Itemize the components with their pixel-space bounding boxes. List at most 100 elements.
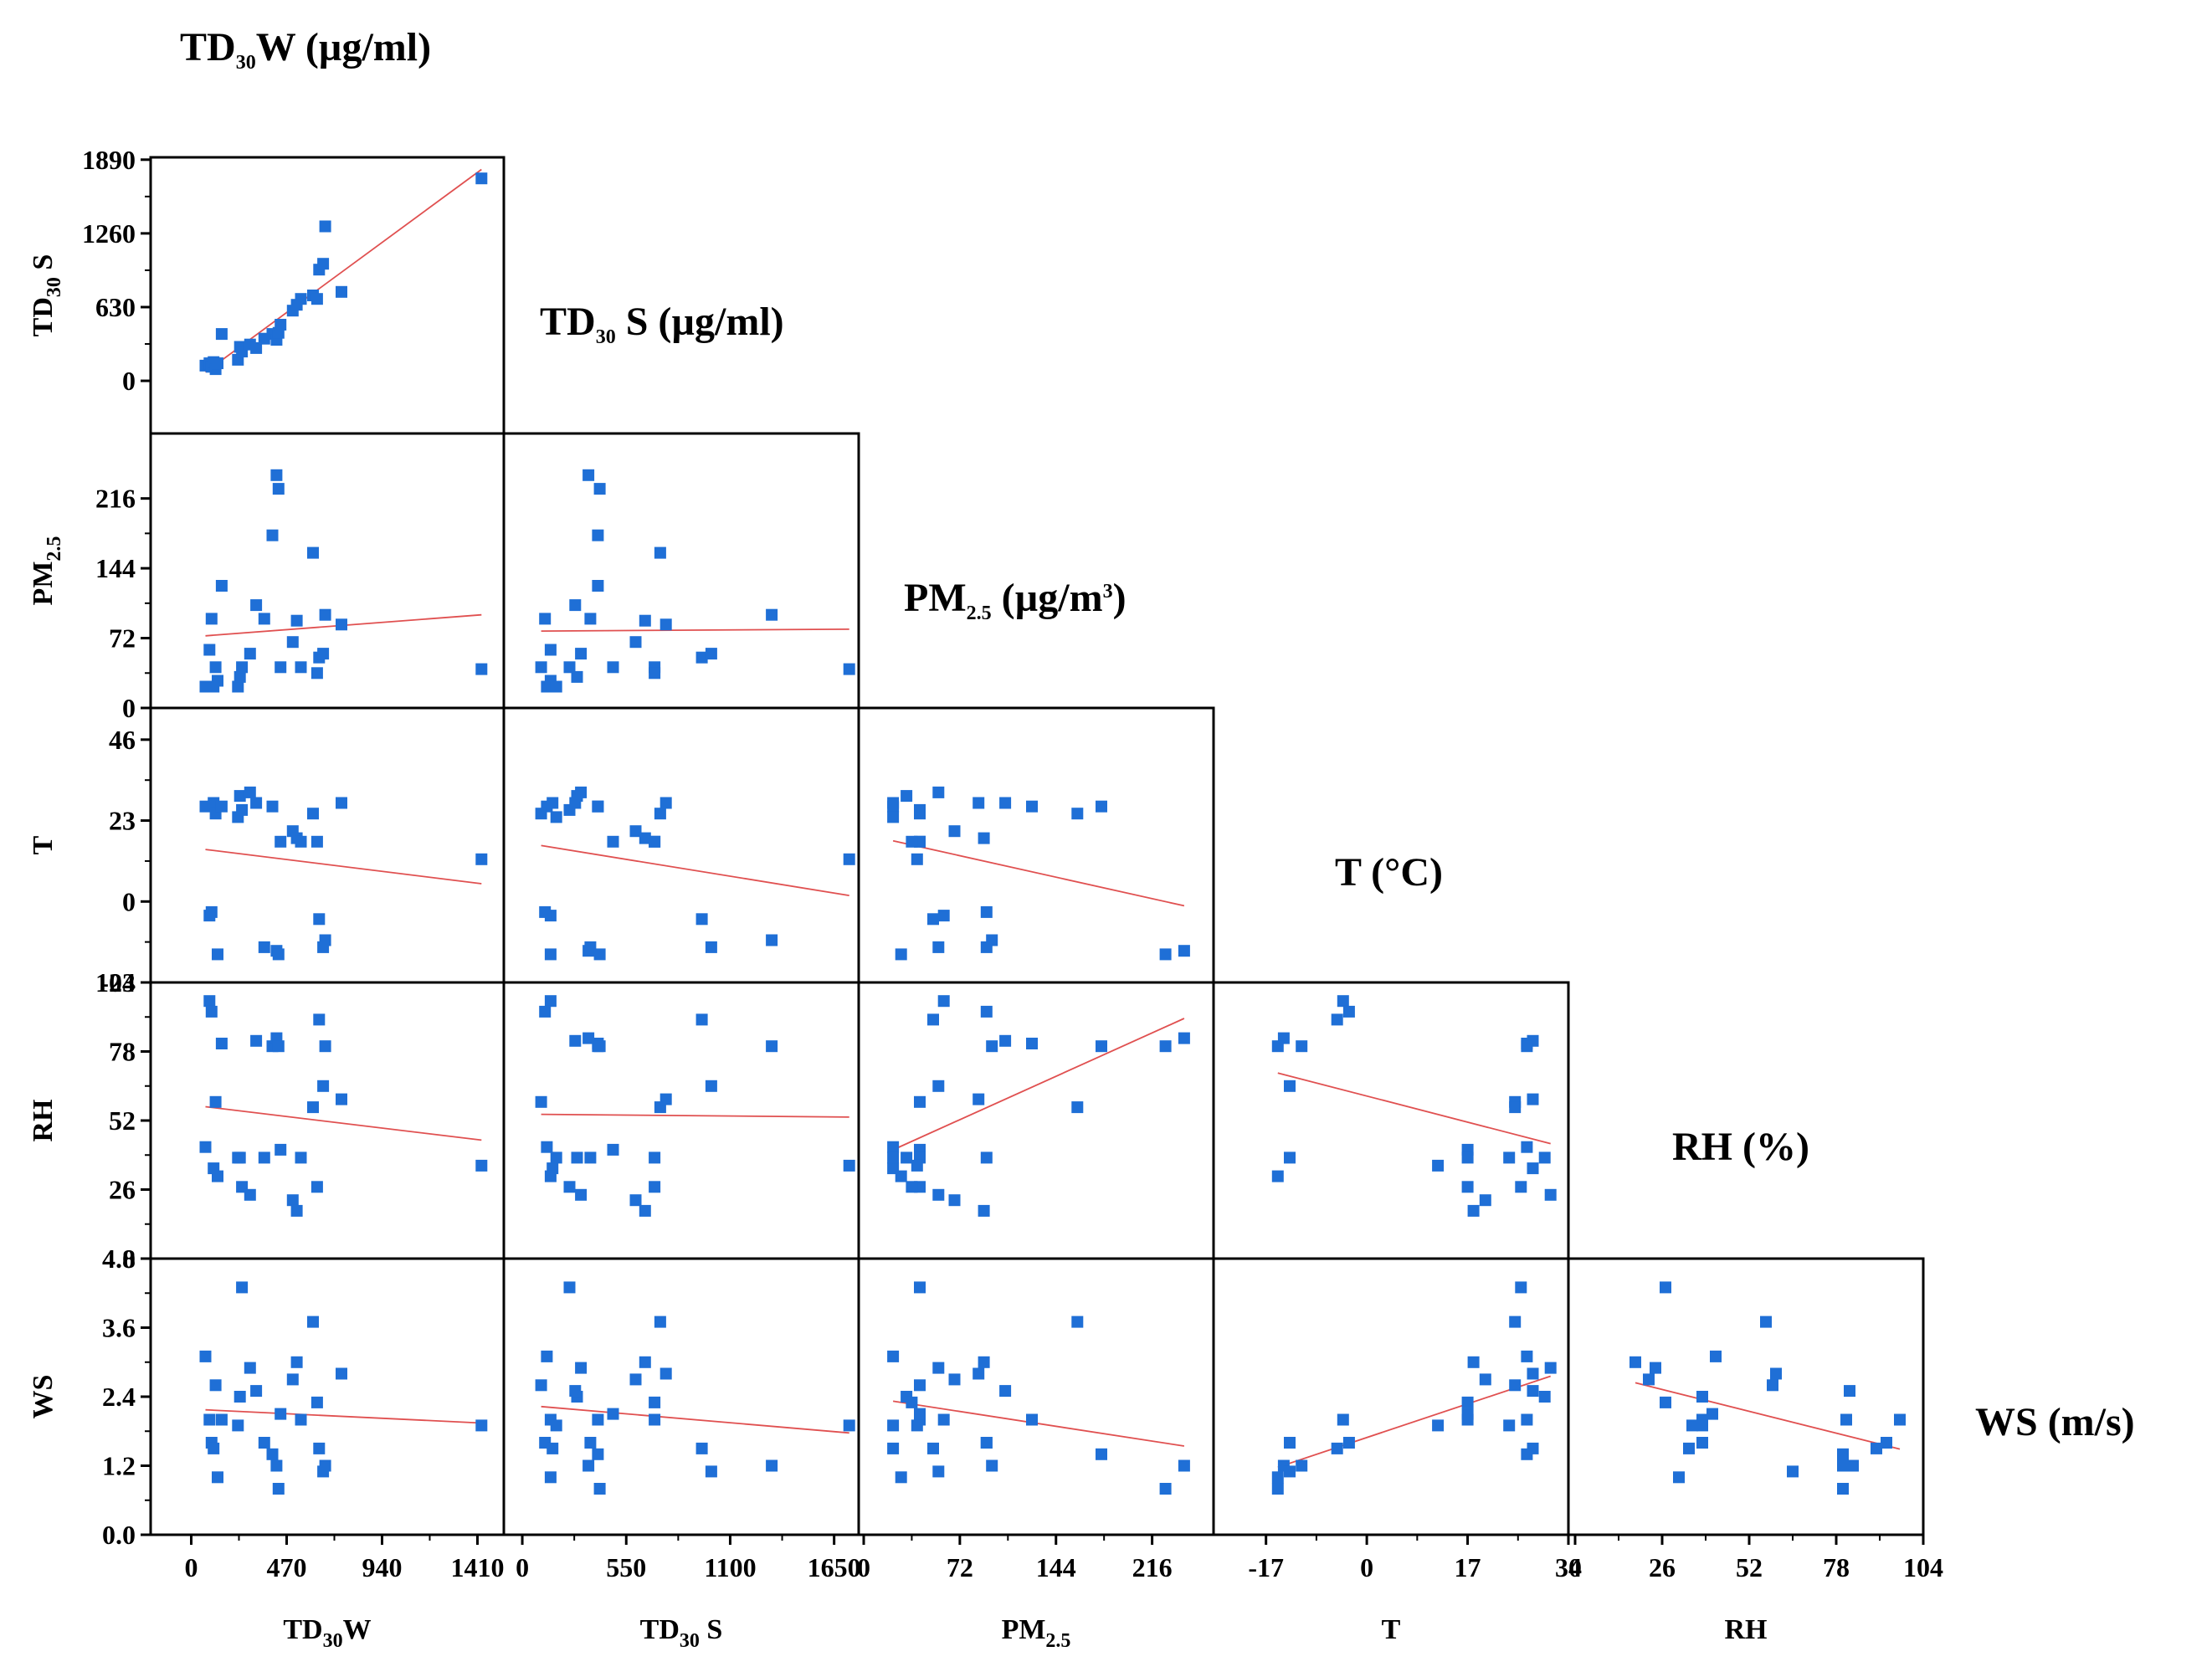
panel-WS-vs-T-point-25 — [1527, 1367, 1539, 1380]
panel-WS-vs-PM25-point-11 — [999, 1385, 1012, 1398]
panel-TD30S-vs-TD30W-point-6 — [215, 328, 228, 341]
panel-WS-vs-PM25-point-7 — [887, 1419, 900, 1432]
panel-T-vs-PM25-point-24 — [986, 934, 998, 946]
panel-T-vs-TD30S-point-2 — [539, 905, 552, 918]
panel-WS-vs-PM25-point-20 — [1071, 1316, 1084, 1328]
panel-PM25-vs-TD30S-point-13 — [592, 529, 604, 541]
panel-WS-vs-TD30W-point-8 — [234, 1391, 246, 1403]
panel-WS-vs-RH-point-21 — [1660, 1396, 1671, 1408]
panel-RH-vs-PM25-point-24 — [986, 1040, 998, 1053]
panel-TD30S-vs-TD30W-point-16 — [275, 319, 287, 331]
panel-TD30S-vs-TD30W-point-21 — [311, 293, 323, 305]
panel-RH-vs-T-point-17 — [1479, 1194, 1491, 1207]
panel-T-vs-PM25-point-20 — [1071, 808, 1084, 820]
panel-WS-vs-TD30S-point-16 — [607, 1408, 619, 1420]
x-tick-label-TD30W-0: 0 — [185, 1552, 198, 1582]
panel-WS-vs-T-fit-line — [1277, 1375, 1551, 1469]
panel-RH-vs-TD30S-point-11 — [569, 1034, 582, 1047]
panel-T-vs-TD30S-point-17 — [629, 825, 642, 838]
panel-RH-vs-TD30W-point-8 — [234, 1151, 246, 1164]
x-tick-label-TD30W-2: 940 — [362, 1552, 402, 1582]
panel-RH-vs-TD30W-point-16 — [275, 1143, 287, 1156]
panel-T-vs-TD30S-point-15 — [593, 948, 606, 961]
y-tick-label-T-0: -23 — [100, 967, 136, 998]
column-label-PM25: PM2.5 — [1002, 1614, 1071, 1652]
panel-RH-vs-TD30S-point-22 — [695, 1013, 708, 1026]
panel-PM25-vs-TD30W-point-14 — [270, 469, 283, 481]
panel-TD30S-vs-TD30W-point-23 — [317, 258, 330, 270]
x-tick-label-T-3: 34 — [1555, 1552, 1582, 1582]
panel-RH-vs-TD30W-point-11 — [250, 1034, 263, 1047]
panel-WS-vs-PM25-point-18 — [978, 1356, 990, 1368]
y-tick-label-TD30S-2: 1260 — [82, 218, 136, 249]
panel-T-vs-PM25-point-6 — [1026, 800, 1038, 813]
panel-PM25-vs-TD30S-point-25 — [659, 618, 672, 631]
x-tick-label-PM25-0: 0 — [857, 1552, 870, 1582]
panel-WS-vs-T-point-23 — [1284, 1465, 1296, 1478]
panel-WS-vs-T-point-20 — [1509, 1316, 1522, 1328]
panel-T-vs-TD30W-point-9 — [236, 803, 249, 816]
panel-T-vs-TD30W-point-16 — [275, 835, 287, 848]
panel-T-vs-TD30W-point-6 — [215, 800, 228, 813]
y-tick-label-WS-2: 2.4 — [102, 1382, 136, 1412]
panel-RH-vs-TD30W-point-25 — [336, 1093, 347, 1105]
panel-WS-vs-PM25-point-3 — [887, 1442, 900, 1454]
panel-WS-vs-PM25-point-15 — [1159, 1483, 1172, 1495]
panel-RH-vs-T-point-3 — [1527, 1162, 1539, 1175]
panel-WS-vs-TD30S-point-17 — [629, 1373, 642, 1386]
panel-RH-vs-TD30W-point-24 — [319, 1040, 331, 1053]
panel-T-vs-PM25-point-15 — [1159, 948, 1172, 961]
panel-WS-vs-TD30S — [502, 1257, 860, 1536]
panel-RH-vs-TD30W-point-20 — [307, 1101, 319, 1114]
panel-PM25-vs-TD30W-point-23 — [317, 648, 330, 660]
panel-WS-vs-RH-point-18 — [1629, 1356, 1641, 1368]
panel-RH-vs-TD30W-point-0 — [199, 1141, 212, 1153]
panel-WS-vs-TD30W-point-7 — [232, 1419, 244, 1432]
panel-WS-vs-RH-point-4 — [1767, 1379, 1778, 1392]
column-label-TD30W-base: TD — [283, 1614, 322, 1645]
diagonal-title-2-close: ) — [1113, 576, 1127, 620]
panel-TD30S-vs-TD30W-point-11 — [250, 341, 263, 354]
panel-WS-vs-T — [1212, 1257, 1570, 1536]
panel-T-vs-TD30W-point-22 — [313, 913, 326, 926]
panel-T-vs-TD30W-point-13 — [266, 800, 279, 813]
x-tick-label-RH-1: 26 — [1649, 1552, 1676, 1582]
panel-RH-vs-PM25-point-13 — [1096, 1040, 1107, 1053]
panel-PM25-vs-TD30S-point-23 — [705, 648, 717, 660]
panel-T-vs-TD30S-point-18 — [639, 832, 651, 844]
y-tick-label-WS-3: 3.6 — [102, 1313, 136, 1343]
panel-TD30S-vs-TD30W-point-26 — [475, 172, 488, 185]
x-tick-label-TD30W-3: 1410 — [450, 1552, 504, 1582]
panel-RH-vs-TD30S-point-2 — [539, 1005, 552, 1018]
panel-PM25-vs-TD30W — [149, 432, 506, 710]
panel-TD30S-vs-TD30W — [149, 156, 506, 435]
diagonal-title-0-base: TD — [180, 25, 236, 69]
panel-WS-vs-RH-point-14 — [1847, 1459, 1859, 1472]
panel-WS-vs-TD30W-point-1 — [203, 1413, 216, 1426]
panel-T-vs-TD30S-frame — [502, 706, 860, 984]
panel-WS-vs-TD30S-point-21 — [649, 1396, 661, 1408]
panel-WS-vs-TD30S-point-5 — [544, 1471, 557, 1484]
panel-WS-vs-TD30W-point-6 — [215, 1413, 228, 1426]
panel-WS-vs-RH-frame — [1567, 1257, 1925, 1536]
x-tick-label-TD30S-0: 0 — [516, 1552, 529, 1582]
panel-PM25-vs-TD30W-point-26 — [475, 663, 488, 675]
x-tick-label-RH-2: 52 — [1736, 1552, 1763, 1582]
panel-RH-vs-T-point-24 — [1296, 1040, 1308, 1053]
panel-WS-vs-PM25-point-22 — [927, 1442, 939, 1454]
panel-TD30S-vs-TD30W-point-19 — [295, 293, 307, 305]
panel-WS-vs-TD30W-point-17 — [286, 1373, 299, 1386]
panel-T-vs-TD30W-point-15 — [272, 948, 285, 961]
panel-WS-vs-RH-point-5 — [1673, 1471, 1685, 1484]
panel-RH-vs-TD30W-fit-line — [205, 1105, 482, 1141]
panel-WS-vs-RH-point-19 — [1696, 1413, 1708, 1426]
panel-WS-vs-TD30S-point-12 — [584, 1437, 597, 1449]
panel-PM25-vs-TD30S-point-12 — [584, 613, 597, 625]
row-label-TD30S-subscript: 30 — [44, 277, 65, 297]
panel-PM25-vs-TD30W-point-21 — [311, 667, 323, 680]
panel-RH-vs-T-point-9 — [1515, 1181, 1527, 1193]
panel-RH-vs-T-point-0 — [1521, 1141, 1533, 1153]
panel-WS-vs-TD30W-point-0 — [199, 1350, 212, 1362]
column-label-TD30S-rest: S — [700, 1614, 722, 1645]
panel-WS-vs-RH-point-23 — [1787, 1465, 1799, 1478]
